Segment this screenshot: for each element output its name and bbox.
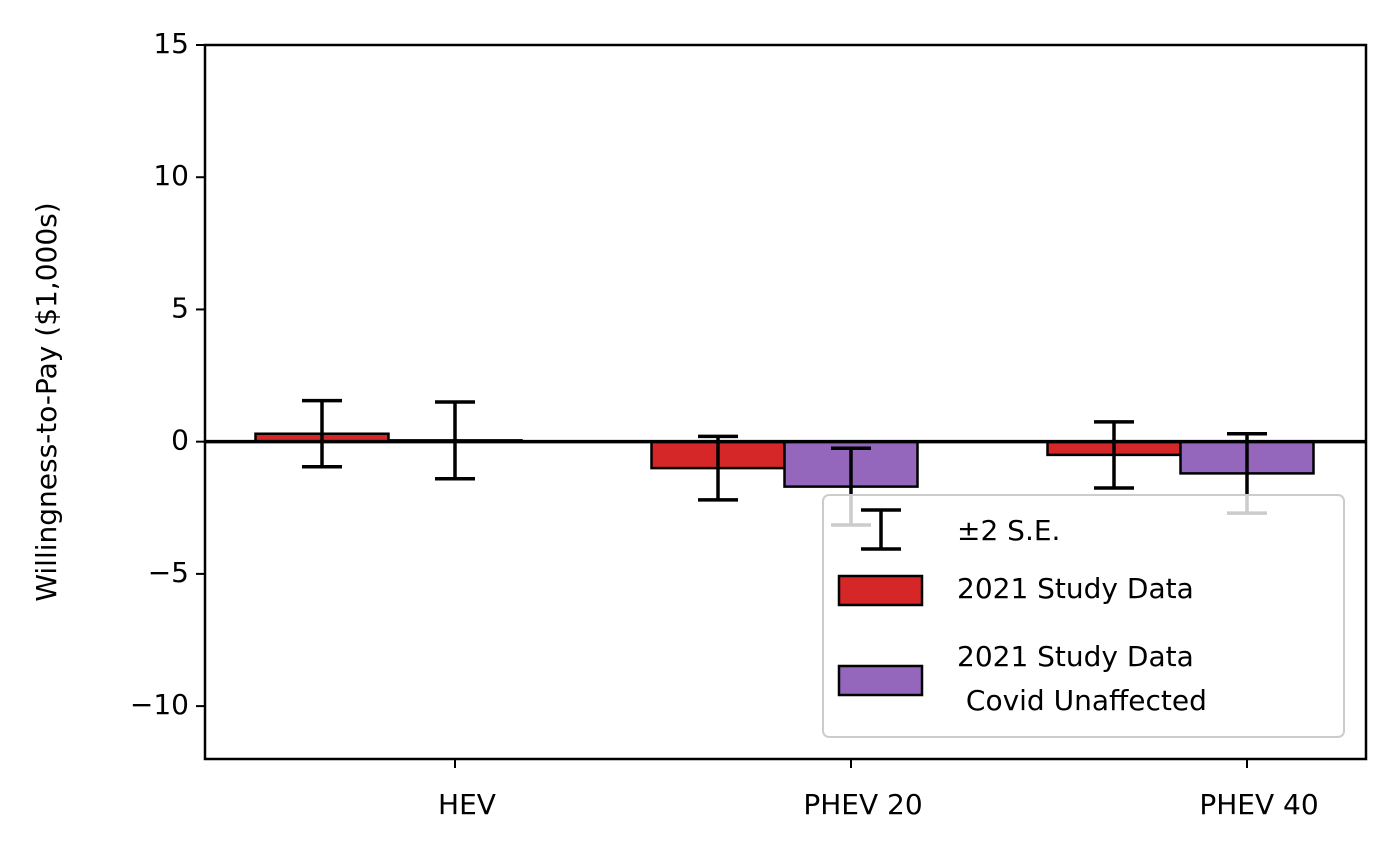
- legend-box: [822, 494, 1345, 738]
- y-tick-label: 0: [171, 424, 189, 457]
- y-tick-label: 10: [153, 159, 189, 192]
- error-bar: [1094, 420, 1134, 490]
- x-tick-label: PHEV 40: [1199, 788, 1318, 821]
- legend: ±2 S.E. 2021 Study Data 2021 Study Data Co…: [822, 494, 1345, 738]
- plot-frame: [203, 43, 1368, 761]
- y-axis-label: Willingness-to-Pay ($1,000s): [30, 202, 63, 601]
- x-tick-label: HEV: [438, 788, 496, 821]
- legend-label: ±2 S.E.: [957, 514, 1060, 547]
- y-tick-label: −5: [148, 556, 189, 589]
- y-tick-label: 15: [153, 27, 189, 60]
- y-tick-label: −10: [130, 688, 189, 721]
- legend-errorbar: [861, 508, 901, 551]
- x-tick-label: PHEV 20: [803, 788, 922, 821]
- legend-swatch: [837, 664, 924, 697]
- y-tick-label: 5: [171, 291, 189, 324]
- error-bar: [698, 434, 738, 502]
- error-bar: [302, 398, 342, 469]
- error-bar: [435, 400, 475, 481]
- legend-label: 2021 Study Data Covid Unaffected: [957, 640, 1207, 717]
- legend-label: 2021 Study Data: [957, 572, 1194, 605]
- legend-swatch: [837, 574, 924, 607]
